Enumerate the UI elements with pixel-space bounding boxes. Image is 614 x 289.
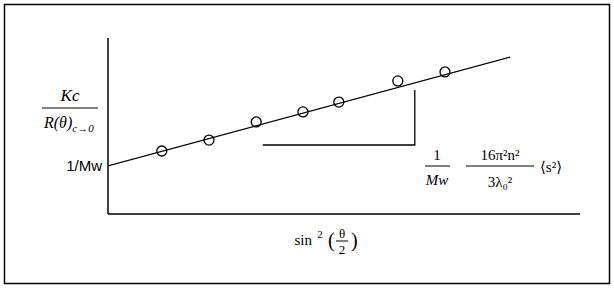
slope-numerator-2: 16π²n² bbox=[480, 147, 520, 163]
y-axis bbox=[107, 38, 109, 214]
y-label-denominator: R(θ)c→0 bbox=[43, 114, 94, 134]
x-label-denominator: 2 bbox=[339, 242, 346, 257]
frame bbox=[5, 5, 610, 284]
plot-area bbox=[108, 57, 510, 166]
y-label-denominator-text: R(θ) bbox=[43, 114, 72, 132]
x-label-numerator: θ bbox=[339, 226, 345, 241]
fraction-bar bbox=[425, 166, 450, 167]
x-label-superscript: 2 bbox=[317, 228, 323, 240]
y-label-subscript: c→0 bbox=[72, 122, 94, 134]
x-axis bbox=[108, 213, 580, 215]
slope-denominator-1: Mw bbox=[425, 172, 449, 188]
zimm-chart: 1/MwKcR(θ)c→0sin2(θ2)1Mw16π²n²3λ₀²⟨s²⟩ bbox=[0, 0, 614, 289]
x-label-prefix: sin bbox=[294, 232, 312, 248]
data-point bbox=[393, 76, 403, 86]
x-label-close: ) bbox=[351, 229, 358, 252]
slope-numerator-1: 1 bbox=[433, 147, 441, 163]
slope-denominator-2: 3λ₀² bbox=[488, 174, 513, 190]
y-label-numerator: Kc bbox=[60, 86, 80, 105]
fit-line bbox=[108, 57, 510, 166]
slope-triangle bbox=[263, 90, 415, 145]
slope-suffix: ⟨s²⟩ bbox=[540, 159, 562, 175]
x-label-open: ( bbox=[328, 229, 335, 252]
fraction-bar bbox=[466, 166, 534, 167]
fraction-bar bbox=[42, 108, 98, 109]
y-tick-label: 1/Mw bbox=[66, 157, 102, 174]
